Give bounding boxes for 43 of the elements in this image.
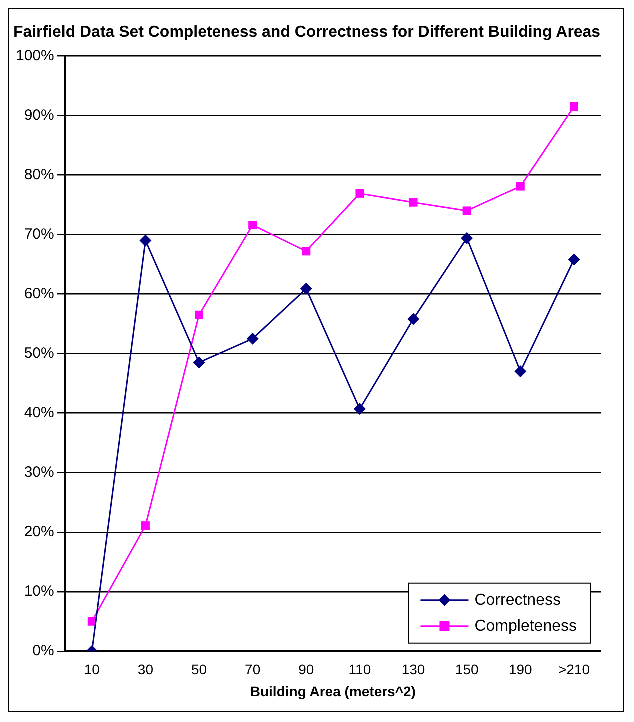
point — [354, 403, 366, 416]
chart-title: Fairfield Data Set Completeness and Correctness for Different Building Areas — [13, 24, 601, 42]
x-tick-label: 130 — [402, 662, 426, 678]
x-tick-label: 70 — [245, 662, 261, 678]
x-tick-label: >210 — [558, 662, 590, 678]
point — [141, 522, 150, 530]
x-tick-label: 90 — [298, 662, 314, 678]
x-tick-label: 150 — [455, 662, 479, 678]
y-tick-label: 0% — [32, 642, 54, 660]
y-tick-label: 70% — [24, 226, 54, 243]
point — [514, 366, 527, 378]
point — [193, 356, 206, 369]
point — [462, 206, 472, 216]
point — [516, 182, 525, 191]
point — [409, 198, 418, 207]
y-tick-label: 60% — [24, 285, 54, 302]
y-tick-label: 50% — [24, 344, 54, 362]
y-tick-label: 30% — [24, 464, 54, 481]
legend-label: Correctness — [474, 592, 561, 609]
x-tick-label: 50 — [191, 662, 208, 678]
x-axis-title: Building Area (meters^2) — [250, 683, 416, 700]
point — [302, 247, 311, 256]
point — [568, 254, 580, 266]
point — [195, 310, 204, 320]
x-tick-label: 30 — [138, 662, 154, 678]
point — [248, 220, 258, 230]
y-tick-label: 20% — [24, 524, 54, 540]
point — [246, 332, 259, 345]
point — [300, 282, 312, 295]
y-tick-label: 10% — [24, 583, 54, 600]
y-tick-label: 40% — [24, 404, 54, 422]
point — [408, 313, 420, 326]
x-tick-label: 110 — [348, 662, 372, 678]
point — [461, 232, 474, 244]
y-tick-label: 90% — [24, 106, 54, 124]
point — [356, 189, 364, 198]
x-tick-label: 10 — [84, 662, 100, 678]
legend-label: Completeness — [474, 618, 578, 635]
y-tick-label: 100% — [16, 47, 54, 64]
y-tick-label: 80% — [24, 166, 54, 184]
point — [570, 102, 578, 112]
point — [140, 234, 152, 247]
x-tick-label: 190 — [508, 662, 533, 678]
